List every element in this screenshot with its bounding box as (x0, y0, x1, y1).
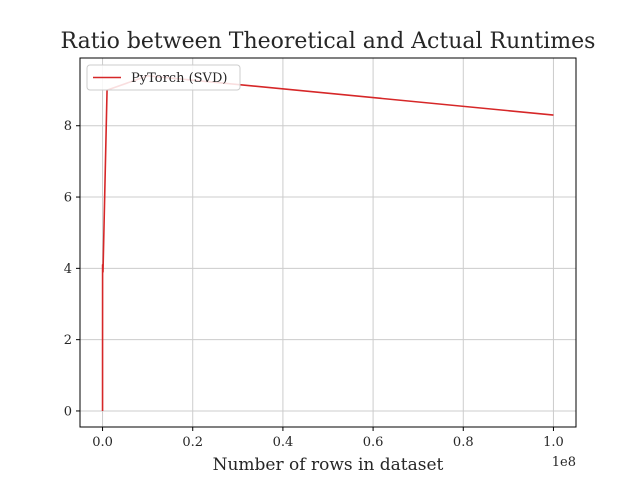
y-tick-label-2: 4 (64, 262, 72, 277)
x-tick-label-0: 0.0 (92, 435, 113, 450)
chart-title: Ratio between Theoretical and Actual Run… (61, 29, 596, 54)
y-tick-label-1: 2 (64, 333, 72, 348)
plot-area: 0.0 0.2 0.4 0.6 0.8 1.0 0 2 4 6 8 PyTorch (SVD) (64, 58, 576, 450)
axes-frame (80, 58, 576, 427)
x-axis-offset: 1e8 (552, 455, 576, 470)
x-tick-label-5: 1.0 (543, 435, 564, 450)
x-tick-label-1: 0.2 (182, 435, 203, 450)
y-tick-label-4: 8 (64, 119, 72, 134)
x-tick-label-3: 0.6 (363, 435, 384, 450)
legend: PyTorch (SVD) (87, 65, 240, 90)
legend-label-0: PyTorch (SVD) (131, 71, 227, 86)
x-axis-label: Number of rows in dataset (213, 455, 444, 475)
y-tick-label-3: 6 (64, 191, 72, 206)
x-tick-label-2: 0.4 (273, 435, 294, 450)
y-tick-label-0: 0 (64, 404, 72, 419)
x-tick-label-4: 0.8 (453, 435, 474, 450)
